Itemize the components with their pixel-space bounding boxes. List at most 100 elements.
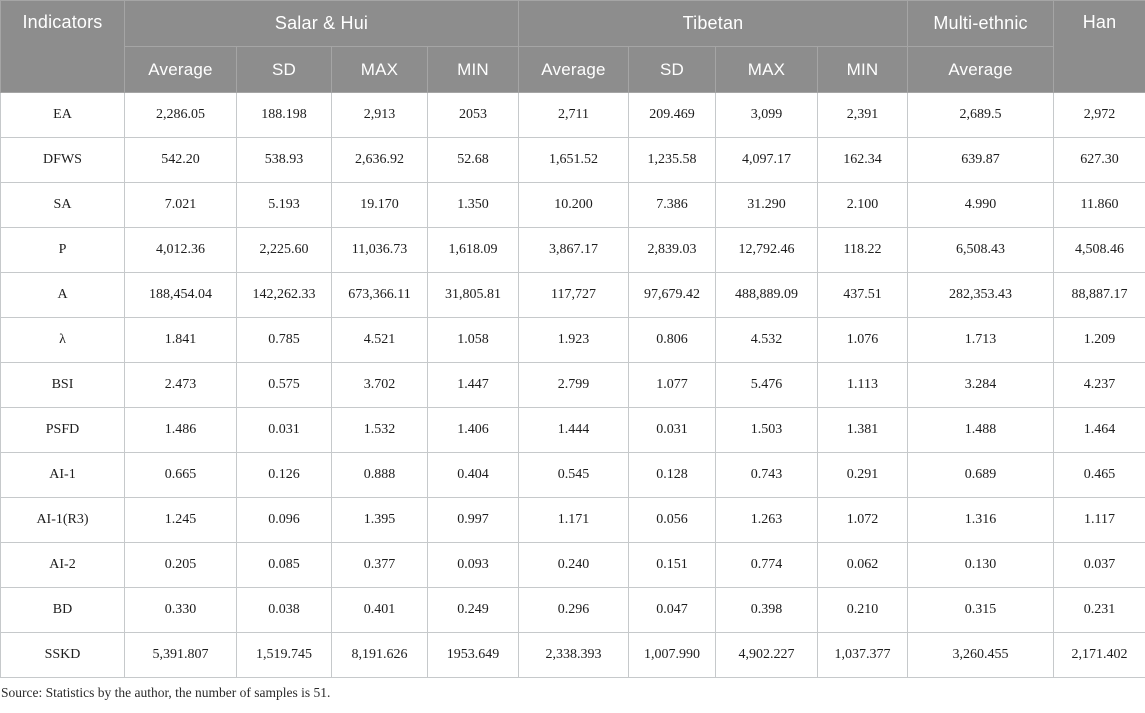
group-header-multi-ethnic: Multi-ethnic [907, 0, 1055, 47]
value-cell: 2.473 [124, 362, 237, 408]
value-cell: 0.401 [331, 587, 428, 633]
indicator-label: BD [0, 587, 125, 633]
value-cell: 0.330 [124, 587, 237, 633]
value-cell: 2,286.05 [124, 92, 237, 138]
table-row: AI-1 0.665 0.126 0.888 0.404 0.545 0.128 0.743 0… [0, 452, 1145, 498]
value-cell: 1953.649 [427, 632, 519, 678]
value-cell: 0.296 [518, 587, 629, 633]
column-header-tibetan-average: Average [518, 46, 629, 93]
indicator-label: SSKD [0, 632, 125, 678]
value-cell: 2,338.393 [518, 632, 629, 678]
value-cell: 117,727 [518, 272, 629, 318]
value-cell: 2053 [427, 92, 519, 138]
indicator-label: AI-1 [0, 452, 125, 498]
value-cell: 4.237 [1053, 362, 1145, 408]
value-cell: 1.503 [715, 407, 818, 453]
source-note: Source: Statistics by the author, the nu… [1, 685, 331, 700]
column-header-tibetan-sd: SD [628, 46, 716, 93]
table-row: SA 7.021 5.193 19.170 1.350 10.200 7.386 31.290… [0, 182, 1145, 228]
table-row: λ 1.841 0.785 4.521 1.058 1.923 0.806 4.532 1.07… [0, 317, 1145, 363]
value-cell: 1.113 [816, 362, 909, 408]
value-cell: 0.665 [124, 452, 237, 498]
value-cell: 19.170 [331, 182, 428, 228]
value-cell: 0.085 [236, 542, 332, 588]
value-cell: 0.056 [628, 497, 716, 543]
value-cell: 2,636.92 [331, 137, 428, 183]
value-cell: 0.151 [628, 542, 716, 588]
value-cell: 4,012.36 [124, 227, 237, 273]
value-cell: 0.774 [715, 542, 818, 588]
value-cell: 0.038 [236, 587, 332, 633]
value-cell: 0.398 [715, 587, 818, 633]
value-cell: 1.395 [331, 497, 428, 543]
value-cell: 4,097.17 [715, 137, 818, 183]
value-cell: 2,913 [331, 92, 428, 138]
value-cell: 2.799 [518, 362, 629, 408]
value-cell: 2,171.402 [1053, 632, 1145, 678]
value-cell: 1.447 [427, 362, 519, 408]
value-cell: 0.888 [331, 452, 428, 498]
value-cell: 0.249 [427, 587, 519, 633]
table-header: Indicators Salar & Hui Tibetan Multi-eth… [0, 0, 1145, 93]
indicator-label: AI-2 [0, 542, 125, 588]
value-cell: 1.923 [518, 317, 629, 363]
value-cell: 0.806 [628, 317, 716, 363]
value-cell: 12,792.46 [715, 227, 818, 273]
table-row: DFWS 542.20 538.93 2,636.92 52.68 1,651.52 1,2… [0, 137, 1145, 183]
value-cell: 0.785 [236, 317, 332, 363]
column-header-tibetan-max: MAX [715, 46, 818, 93]
value-cell: 673,366.11 [331, 272, 428, 318]
indicator-label: BSI [0, 362, 125, 408]
value-cell: 1.350 [427, 182, 519, 228]
value-cell: 2,689.5 [907, 92, 1055, 138]
value-cell: 1.381 [816, 407, 909, 453]
value-cell: 1.171 [518, 497, 629, 543]
descriptive-statistics-table: Indicators Salar & Hui Tibetan Multi-eth… [0, 0, 1145, 678]
value-cell: 0.997 [427, 497, 519, 543]
value-cell: 0.205 [124, 542, 237, 588]
value-cell: 282,353.43 [907, 272, 1055, 318]
value-cell: 31,805.81 [427, 272, 519, 318]
value-cell: 162.34 [816, 137, 909, 183]
value-cell: 639.87 [907, 137, 1055, 183]
value-cell: 1,651.52 [518, 137, 629, 183]
value-cell: 0.240 [518, 542, 629, 588]
value-cell: 0.377 [331, 542, 428, 588]
value-cell: 1.058 [427, 317, 519, 363]
value-cell: 0.093 [427, 542, 519, 588]
header-row-measures: Average SD MAX MIN Average SD MAX MIN Av… [1, 46, 1145, 93]
value-cell: 1.077 [628, 362, 716, 408]
value-cell: 1.464 [1053, 407, 1145, 453]
value-cell: 1,519.745 [236, 632, 332, 678]
value-cell: 52.68 [427, 137, 519, 183]
value-cell: 0.210 [816, 587, 909, 633]
value-cell: 0.545 [518, 452, 629, 498]
value-cell: 1.444 [518, 407, 629, 453]
value-cell: 2,711 [518, 92, 629, 138]
value-cell: 2,225.60 [236, 227, 332, 273]
value-cell: 209.469 [628, 92, 716, 138]
value-cell: 1,618.09 [427, 227, 519, 273]
value-cell: 0.465 [1053, 452, 1145, 498]
value-cell: 0.575 [236, 362, 332, 408]
value-cell: 627.30 [1053, 137, 1145, 183]
value-cell: 118.22 [816, 227, 909, 273]
column-header-tibetan-min: MIN [816, 46, 909, 93]
value-cell: 1.316 [907, 497, 1055, 543]
table-row: BD 0.330 0.038 0.401 0.249 0.296 0.047 0.398 0.2… [0, 587, 1145, 633]
value-cell: 1,007.990 [628, 632, 716, 678]
value-cell: 437.51 [816, 272, 909, 318]
value-cell: 10.200 [518, 182, 629, 228]
table-row: EA 2,286.05 188.198 2,913 2053 2,711 209.469 3,… [0, 92, 1145, 138]
indicator-label: EA [0, 92, 125, 138]
table-row: SSKD 5,391.807 1,519.745 8,191.626 1953.649 2… [0, 632, 1145, 678]
value-cell: 8,191.626 [331, 632, 428, 678]
value-cell: 2,972 [1053, 92, 1145, 138]
indicator-label: λ [0, 317, 125, 363]
value-cell: 1.486 [124, 407, 237, 453]
indicator-label: AI-1(R3) [0, 497, 125, 543]
table-row: P 4,012.36 2,225.60 11,036.73 1,618.09 3,867.… [0, 227, 1145, 273]
value-cell: 188,454.04 [124, 272, 237, 318]
value-cell: 7.386 [628, 182, 716, 228]
indicator-label: SA [0, 182, 125, 228]
